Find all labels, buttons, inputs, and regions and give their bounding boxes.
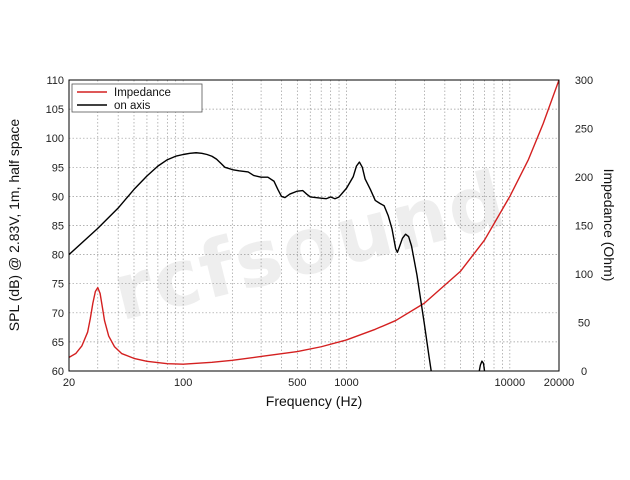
series-layer [69,80,559,371]
y2-tick-label: 0 [581,366,587,378]
y-tick-label: 90 [52,191,64,203]
x-tick-label: 100 [174,377,192,389]
x-tick-label: 10000 [495,377,526,389]
series-line-on-axis-fragment [478,360,486,371]
x-tick-label: 500 [288,377,306,389]
y2-axis-label: Impedance (Ohm) [601,169,617,282]
y2-tick-label: 300 [575,75,593,87]
y-tick-label: 100 [46,133,64,145]
grid [69,80,559,371]
y-tick-label: 65 [52,337,64,349]
y-tick-label: 110 [46,75,64,87]
x-tick-label: 20000 [544,377,575,389]
y2-tick-label: 100 [575,269,593,281]
y2-tick-label: 50 [578,318,590,330]
x-tick-label: 20 [63,377,75,389]
x-tick-label: 1000 [334,377,358,389]
y-tick-label: 75 [52,279,64,291]
series-line-impedance [69,80,559,365]
legend-label-impedance: Impedance [114,87,171,99]
tick-labels: 20 100 500 1000 10000 20000606570758085909510… [46,75,594,389]
y-axis-label: SPL (dB) @ 2.83V, 1m, half space [6,119,22,332]
legend-label-on-axis: on axis [114,100,151,112]
y-tick-label: 85 [52,221,64,233]
plot-frame [68,79,560,372]
y2-tick-label: 250 [575,124,593,136]
legend-box [71,83,203,113]
series-line-on-axis [69,152,432,371]
y-tick-label: 105 [46,104,64,116]
y-tick-label: 80 [52,250,64,262]
x-axis-label: Frequency (Hz) [266,393,362,409]
y-tick-label: 95 [52,162,64,174]
y2-tick-label: 150 [575,221,593,233]
y2-tick-label: 200 [575,172,593,184]
legend: Impedance on axis [71,83,203,113]
y-tick-label: 60 [52,366,64,378]
y-tick-label: 70 [52,308,64,320]
